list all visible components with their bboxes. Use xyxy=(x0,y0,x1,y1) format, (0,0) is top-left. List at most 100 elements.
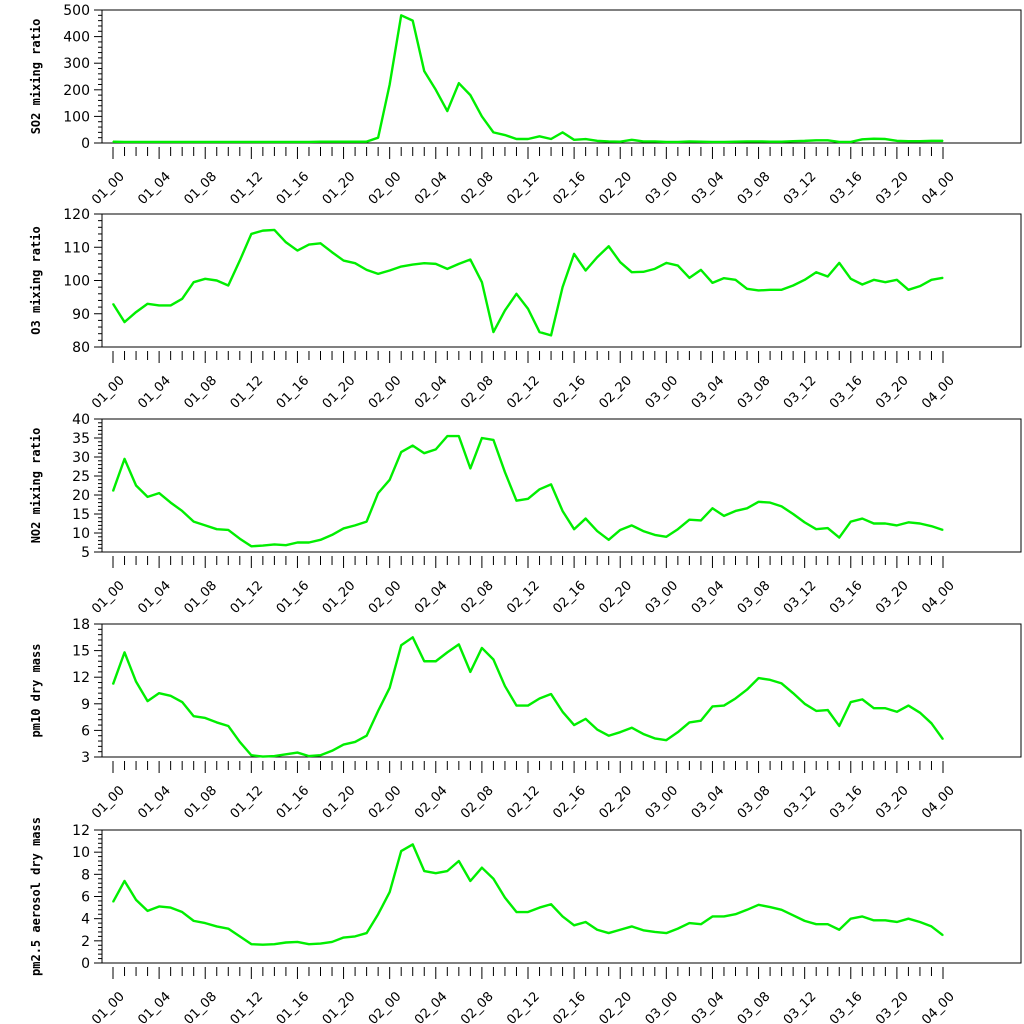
data-point xyxy=(573,724,575,726)
data-point xyxy=(515,138,518,140)
data-point xyxy=(239,741,241,743)
data-point xyxy=(896,711,898,713)
data-point xyxy=(458,82,460,84)
data-point xyxy=(734,913,737,915)
data-point xyxy=(389,269,391,272)
data-point xyxy=(492,439,495,441)
data-point xyxy=(319,754,322,756)
y-tick-label: 18 xyxy=(72,617,90,633)
x-tick-label: 03_00 xyxy=(643,169,682,208)
data-point xyxy=(769,141,771,143)
data-point xyxy=(146,700,149,702)
data-point xyxy=(769,502,771,504)
data-point xyxy=(734,279,737,281)
y-axis-label: O3 mixing ratio xyxy=(29,226,43,334)
x-tick-label: 02_20 xyxy=(596,578,635,617)
data-point xyxy=(757,289,760,292)
x-tick-label: 03_08 xyxy=(735,169,774,208)
data-point xyxy=(861,283,863,286)
data-point xyxy=(193,141,195,143)
data-point xyxy=(781,505,783,507)
data-point xyxy=(838,262,840,264)
x-tick-label: 03_12 xyxy=(781,783,820,822)
data-point xyxy=(412,843,414,846)
data-point xyxy=(239,935,241,938)
y-tick-label: 300 xyxy=(63,56,90,72)
data-point xyxy=(815,271,817,273)
x-tick-label: 02_00 xyxy=(366,989,405,1024)
data-point xyxy=(469,94,471,96)
data-point xyxy=(792,513,794,515)
data-point xyxy=(181,141,183,143)
data-point xyxy=(481,281,483,283)
data-point xyxy=(227,529,229,531)
x-tick-label: 03_00 xyxy=(643,578,682,617)
data-point xyxy=(181,510,183,512)
y-tick-label: 40 xyxy=(72,412,90,428)
data-point xyxy=(481,867,483,869)
y-tick-label: 120 xyxy=(63,207,90,223)
data-point xyxy=(896,279,898,281)
data-point xyxy=(377,137,379,139)
data-point xyxy=(446,268,448,270)
data-point xyxy=(435,660,437,662)
data-point xyxy=(135,311,137,313)
data-point xyxy=(354,141,356,143)
data-point xyxy=(723,277,725,279)
data-point xyxy=(527,704,529,707)
data-point xyxy=(700,720,702,722)
data-point xyxy=(827,139,829,141)
y-tick-label: 25 xyxy=(72,469,90,485)
data-point xyxy=(389,479,391,481)
data-point xyxy=(861,517,863,520)
data-point xyxy=(112,683,114,685)
x-tick-label: 03_16 xyxy=(827,989,866,1024)
data-point xyxy=(400,451,402,453)
y-tick-label: 400 xyxy=(63,30,90,46)
x-tick-label: 01_04 xyxy=(135,989,174,1024)
y-tick-label: 6 xyxy=(81,723,90,739)
data-point xyxy=(158,692,160,694)
data-point xyxy=(677,141,679,143)
data-point xyxy=(216,528,218,530)
data-point xyxy=(919,285,921,287)
data-point xyxy=(481,647,483,649)
data-point xyxy=(216,721,218,724)
data-point xyxy=(435,263,437,265)
data-point xyxy=(596,256,598,258)
x-tick-label: 03_16 xyxy=(827,373,866,412)
data-point xyxy=(884,522,886,525)
data-point xyxy=(285,941,287,944)
x-tick-label: 02_20 xyxy=(596,989,635,1024)
data-point xyxy=(815,139,817,141)
data-point xyxy=(769,289,771,291)
data-point xyxy=(285,141,287,143)
x-tick-label: 01_16 xyxy=(274,578,313,617)
data-point xyxy=(308,243,310,246)
x-tick-label: 01_04 xyxy=(135,578,174,617)
data-point xyxy=(366,735,368,737)
data-point xyxy=(677,731,679,733)
y-tick-label: 200 xyxy=(63,83,90,99)
x-tick-label: 03_12 xyxy=(781,578,820,617)
data-point xyxy=(527,138,529,140)
data-point xyxy=(296,141,299,143)
data-point xyxy=(239,259,241,262)
data-point xyxy=(608,539,610,541)
x-tick-label: 02_08 xyxy=(458,989,497,1024)
data-point xyxy=(412,20,414,22)
x-tick-label: 01_12 xyxy=(228,169,267,208)
data-point xyxy=(723,515,725,517)
data-point xyxy=(734,510,737,512)
data-point xyxy=(804,920,806,922)
data-point xyxy=(734,697,737,700)
x-tick-label: 03_12 xyxy=(781,989,820,1024)
data-point xyxy=(850,701,852,703)
data-point xyxy=(585,718,587,720)
data-point xyxy=(170,304,172,307)
data-point xyxy=(342,527,345,530)
data-point xyxy=(538,697,541,700)
data-point xyxy=(469,467,471,469)
y-tick-label: 0 xyxy=(81,956,90,972)
data-point xyxy=(723,141,725,143)
